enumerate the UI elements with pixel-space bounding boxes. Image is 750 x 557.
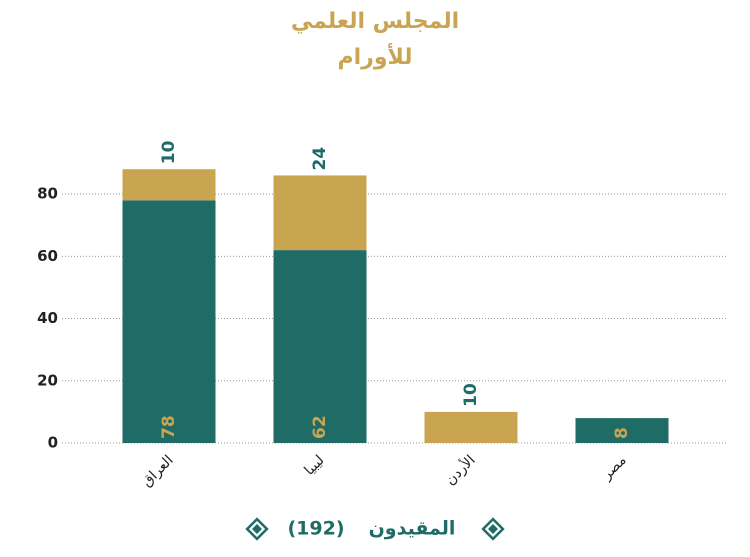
bar-segment bbox=[273, 250, 367, 443]
bar-segment bbox=[273, 175, 367, 251]
y-tick-label: 20 bbox=[37, 371, 58, 389]
x-tick-label: مصر bbox=[598, 452, 629, 483]
y-tick-label: 80 bbox=[37, 185, 58, 203]
chart-title: للأورام bbox=[338, 42, 413, 70]
value-label: 62 bbox=[310, 415, 330, 439]
y-tick-label: 0 bbox=[48, 434, 58, 452]
legend-icon bbox=[252, 524, 262, 534]
y-tick-label: 60 bbox=[37, 247, 58, 265]
legend-icon bbox=[245, 517, 269, 541]
legend-label: المقيدون bbox=[369, 518, 456, 540]
value-label: 8 bbox=[612, 427, 632, 439]
x-tick-label: العراق bbox=[139, 452, 177, 490]
legend-total: (192) bbox=[287, 518, 344, 540]
value-label: 24 bbox=[310, 147, 330, 171]
value-label: 10 bbox=[159, 140, 179, 164]
legend-icon bbox=[488, 524, 498, 534]
bar-segment bbox=[122, 200, 216, 443]
bar-segment bbox=[424, 411, 518, 443]
x-tick-label: ليبيا bbox=[301, 452, 327, 478]
bar-segment bbox=[575, 418, 669, 443]
y-tick-label: 40 bbox=[37, 309, 58, 327]
legend: (192) المقيدون bbox=[245, 517, 505, 541]
value-label: 10 bbox=[461, 383, 481, 407]
legend-icon bbox=[481, 517, 505, 541]
x-tick-label: الأردن bbox=[441, 451, 479, 489]
chart-title: المجلس العلمي bbox=[291, 9, 459, 34]
value-label: 78 bbox=[159, 415, 179, 439]
bar-segment bbox=[122, 169, 216, 201]
